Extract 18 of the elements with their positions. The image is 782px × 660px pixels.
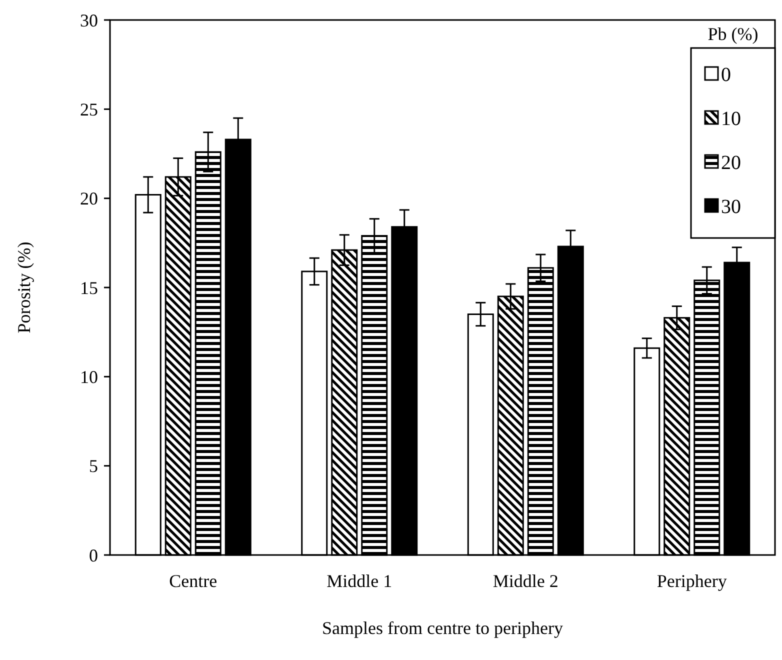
y-tick-label: 15 (80, 278, 98, 298)
y-tick-label: 30 (80, 10, 98, 30)
x-axis-title: Samples from centre to periphery (322, 618, 563, 638)
y-tick-label: 20 (80, 188, 98, 209)
x-tick-label: Periphery (656, 571, 727, 591)
y-tick-label: 10 (80, 366, 98, 387)
legend-label: 30 (721, 196, 741, 218)
x-tick-label: Middle 2 (492, 571, 558, 591)
x-tick-label: Centre (169, 571, 218, 591)
legend-label: 0 (721, 64, 731, 86)
y-tick-label: 0 (89, 545, 98, 566)
y-axis-title: Porosity (%) (14, 242, 34, 334)
y-tick-label: 5 (89, 456, 98, 476)
x-tick-label: Middle 1 (326, 571, 392, 591)
y-tick-label: 25 (80, 99, 98, 120)
legend-title: Pb (%) (708, 24, 758, 44)
legend-label: 20 (721, 152, 741, 174)
legend-label: 10 (721, 108, 741, 130)
